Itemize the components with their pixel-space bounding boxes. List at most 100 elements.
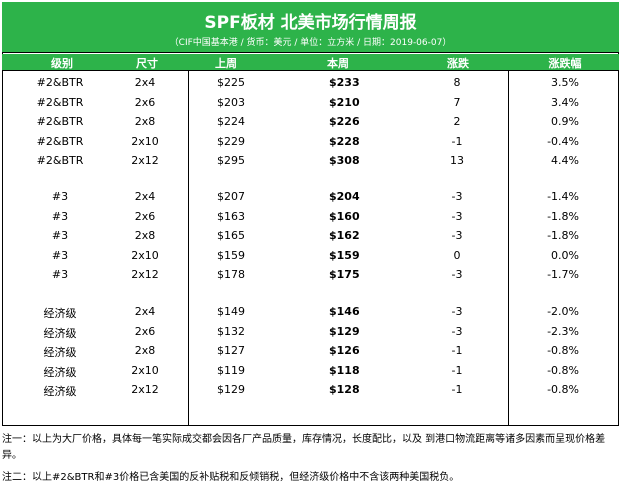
cell-grade: #2&BTR — [36, 134, 84, 148]
cell-change-pct: -0.4% — [547, 134, 579, 148]
cell-this-week: $118 — [329, 363, 360, 377]
cell-grade: 经济级 — [43, 326, 77, 340]
column-header-change-pct: 涨跌幅 — [548, 57, 582, 70]
cell-last-week: $207 — [217, 190, 245, 203]
cell-last-week: $224 — [217, 115, 245, 129]
cell-change-pct: 0.0% — [551, 248, 579, 262]
cell-size: 2x12 — [131, 154, 159, 168]
cell-change-pct: -0.8% — [547, 383, 579, 397]
cell-last-week: $129 — [217, 383, 245, 397]
cell-size: 2x4 — [134, 305, 156, 318]
column-divider — [508, 71, 509, 426]
cell-this-week: $233 — [329, 76, 360, 89]
cell-change-pct: -1.8% — [547, 209, 579, 223]
column-divider — [188, 71, 189, 426]
cell-change-pct: -1.8% — [547, 229, 579, 243]
cell-this-week: $128 — [329, 383, 360, 397]
cell-last-week: $165 — [217, 229, 245, 243]
cell-grade: 经济级 — [43, 365, 77, 379]
cell-last-week: $225 — [217, 76, 245, 89]
cell-size: 2x4 — [134, 76, 156, 89]
table-header: SPF板材 北美市场行情周报 （CIF中国基本港 / 货币：美元 / 单位：立方… — [2, 2, 619, 53]
cell-last-week: $178 — [217, 268, 245, 282]
cell-grade: #3 — [51, 248, 69, 262]
cell-this-week: $210 — [329, 95, 360, 109]
column-header-size: 尺寸 — [136, 57, 158, 70]
cell-change-pct: 0.9% — [551, 115, 579, 129]
cell-change: -3 — [451, 209, 463, 223]
cell-size: 2x10 — [131, 363, 159, 377]
cell-last-week: $163 — [217, 209, 245, 223]
cell-size: 2x10 — [131, 248, 159, 262]
cell-change-pct: 4.4% — [551, 154, 579, 168]
cell-size: 2x6 — [134, 209, 156, 223]
cell-grade: #3 — [51, 229, 69, 243]
cell-this-week: $175 — [329, 268, 360, 282]
cell-size: 2x10 — [131, 134, 159, 148]
cell-change: -1 — [451, 344, 463, 358]
cell-size: 2x8 — [134, 229, 156, 243]
cell-change: -3 — [451, 305, 463, 318]
footnote-1: 注一：以上为大厂价格，具体每一笔实际成交都会因各厂产品质量，库存情况，长度配比，… — [2, 434, 606, 461]
cell-change: -1 — [451, 134, 463, 148]
cell-last-week: $132 — [217, 324, 245, 338]
cell-last-week: $149 — [217, 305, 245, 318]
cell-grade: #3 — [51, 190, 69, 203]
cell-change-pct: -0.8% — [547, 363, 579, 377]
cell-change: -3 — [451, 190, 463, 203]
cell-last-week: $229 — [217, 134, 245, 148]
cell-this-week: $204 — [329, 190, 360, 203]
cell-change: 8 — [453, 76, 461, 89]
column-header-this-week: 本周 — [327, 57, 349, 70]
cell-change-pct: -2.3% — [547, 324, 579, 338]
cell-this-week: $146 — [329, 305, 360, 318]
page-title: SPF板材 北美市场行情周报 — [204, 13, 417, 33]
cell-change-pct: -1.4% — [547, 190, 579, 203]
cell-change-pct: -1.7% — [547, 268, 579, 282]
column-header-row: 级别 尺寸 上周 本周 涨跌 涨跌幅 — [2, 54, 619, 71]
cell-last-week: $127 — [217, 344, 245, 358]
cell-grade: #3 — [51, 209, 69, 223]
cell-change: -3 — [451, 324, 463, 338]
cell-last-week: $203 — [217, 95, 245, 109]
cell-last-week: $119 — [217, 363, 245, 377]
cell-change: -3 — [451, 268, 463, 282]
cell-change: 7 — [453, 95, 461, 109]
cell-grade: #2&BTR — [36, 154, 84, 168]
cell-size: 2x6 — [134, 324, 156, 338]
cell-change: -1 — [451, 383, 463, 397]
cell-size: 2x8 — [134, 344, 156, 358]
cell-size: 2x6 — [134, 95, 156, 109]
cell-this-week: $162 — [329, 229, 360, 243]
cell-size: 2x12 — [131, 268, 159, 282]
cell-grade: 经济级 — [43, 307, 77, 320]
cell-change-pct: -0.8% — [547, 344, 579, 358]
cell-change-pct: 3.4% — [551, 95, 579, 109]
cell-this-week: $129 — [329, 324, 360, 338]
cell-last-week: $159 — [217, 248, 245, 262]
cell-change: 2 — [453, 115, 461, 129]
cell-change: 0 — [453, 248, 461, 262]
cell-grade: #3 — [51, 268, 69, 282]
cell-change-pct: -2.0% — [547, 305, 579, 318]
cell-this-week: $159 — [329, 248, 360, 262]
cell-change: 13 — [450, 154, 464, 168]
cell-change-pct: 3.5% — [551, 76, 579, 89]
cell-grade: 经济级 — [43, 385, 77, 399]
column-header-last-week: 上周 — [215, 57, 237, 70]
page-subtitle: （CIF中国基本港 / 货币：美元 / 单位：立方米 / 日期：2019-06-… — [169, 38, 452, 48]
cell-grade: #2&BTR — [36, 115, 84, 129]
cell-this-week: $126 — [329, 344, 360, 358]
cell-this-week: $228 — [329, 134, 360, 148]
cell-size: 2x8 — [134, 115, 156, 129]
cell-grade: 经济级 — [43, 346, 77, 360]
cell-size: 2x12 — [131, 383, 159, 397]
cell-this-week: $226 — [329, 115, 360, 129]
cell-this-week: $160 — [329, 209, 360, 223]
cell-last-week: $295 — [217, 154, 245, 168]
footnote-2: 注二：以上#2&BTR和#3价格已含美国的反补贴税和反倾销税，但经济级价格中不含… — [2, 472, 460, 483]
column-header-grade: 级别 — [51, 57, 73, 70]
cell-change: -1 — [451, 363, 463, 377]
cell-this-week: $308 — [329, 154, 360, 168]
cell-grade: #2&BTR — [36, 76, 84, 89]
